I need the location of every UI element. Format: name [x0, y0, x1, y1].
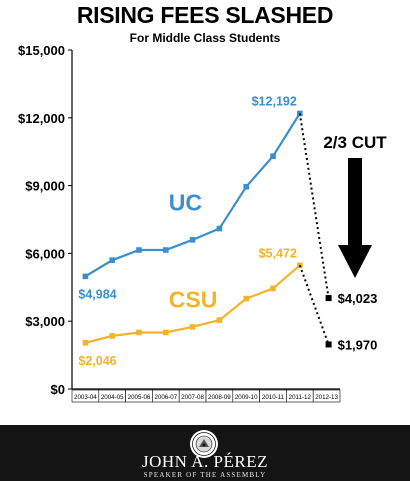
projected-label: $4,023 — [338, 291, 378, 306]
down-arrow-icon — [338, 245, 372, 278]
start-value-label: $2,046 — [78, 354, 116, 368]
data-point-csu — [216, 317, 223, 323]
x-tick-label: 2009-10 — [235, 394, 258, 401]
data-point-uc — [82, 273, 89, 280]
peak-value-label: $5,472 — [259, 246, 297, 260]
projection-line-uc — [298, 113, 330, 299]
assembly-seal-icon — [190, 430, 218, 458]
data-point-uc — [109, 257, 115, 263]
x-tick-label: 2006-07 — [154, 394, 177, 401]
data-point-csu — [82, 339, 89, 346]
peak-value-label: $12,192 — [252, 94, 297, 108]
chart-title: RISING FEES SLASHED — [76, 2, 334, 28]
projected-label: $1,970 — [338, 337, 378, 352]
projected-point-uc — [325, 295, 332, 302]
y-tick-label: $3,000 — [25, 314, 65, 329]
footer-subtitle: SPEAKER OF THE ASSEMBLY — [143, 471, 267, 479]
data-point-uc — [163, 247, 169, 253]
data-point-uc — [136, 247, 142, 253]
projection-line-csu — [298, 264, 330, 345]
y-tick-label: $0 — [51, 382, 65, 397]
x-tick-label: 2004-05 — [101, 394, 124, 401]
data-point-csu — [136, 329, 142, 336]
x-tick-label: 2003-04 — [74, 394, 97, 401]
x-tick-label: 2005-06 — [128, 394, 151, 401]
data-point-csu — [243, 295, 249, 302]
data-point-uc — [243, 183, 249, 190]
start-value-label: $4,984 — [78, 287, 116, 301]
y-tick-label: $9,000 — [25, 179, 65, 194]
line-chart: $0 $3,000 $6,000 $9,000 $12,000 $15,000 2003-0… — [18, 43, 387, 403]
chart-subtitle: For Middle Class Students — [129, 31, 281, 45]
footer-banner: JOHN A. PÉREZ SPEAKER OF THE ASSEMBLY — [0, 425, 410, 481]
data-point-uc — [216, 225, 223, 232]
series-name-label: CSU — [169, 287, 218, 313]
y-tick-label: $15,000 — [18, 43, 65, 58]
arrow-shaft — [348, 158, 362, 248]
cut-annotation: 2/3 CUT — [323, 133, 387, 152]
x-tick-label: 2011-12 — [289, 394, 312, 401]
projected-point-csu — [325, 341, 332, 348]
y-tick-label: $12,000 — [18, 111, 65, 126]
data-point-uc — [189, 237, 196, 243]
y-tick-label: $6,000 — [25, 246, 65, 261]
data-point-uc — [270, 153, 276, 160]
footer-name: JOHN A. PÉREZ — [142, 452, 268, 471]
x-category-cell — [312, 389, 341, 403]
x-tick-label: 2008-09 — [208, 394, 231, 401]
x-tick-label: 2012-13 — [315, 394, 338, 401]
data-point-csu — [270, 285, 276, 292]
x-tick-label: 2010-11 — [262, 394, 285, 401]
data-point-csu — [163, 329, 169, 336]
data-point-csu — [109, 333, 115, 339]
data-point-csu — [189, 324, 196, 330]
x-tick-label: 2007-08 — [181, 394, 204, 401]
series-name-label: UC — [169, 189, 202, 215]
